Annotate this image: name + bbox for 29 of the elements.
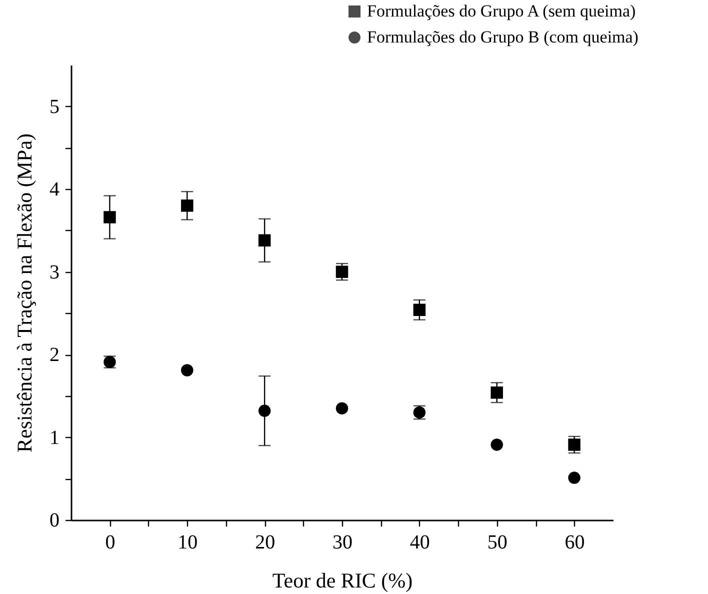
y-tick-label: 2 [50, 344, 60, 366]
point [490, 438, 503, 451]
x-axis-title: Teor de RIC (%) [272, 568, 413, 592]
legend-label: Formulações do Grupo B (com queima) [367, 28, 638, 46]
point [568, 438, 580, 451]
point [181, 200, 194, 212]
point [568, 472, 580, 484]
y-tick-label: 5 [50, 96, 60, 118]
point [104, 211, 116, 224]
y-axis-title: Resistência à Tração na Flexão (MPa) [12, 133, 36, 453]
point [336, 266, 348, 278]
legend-label: Formulações do Grupo A (sem queima) [367, 2, 636, 20]
point [258, 404, 271, 417]
x-tick-label: 10 [178, 532, 198, 554]
y-tick-label: 0 [50, 510, 60, 532]
x-tick-label: 60 [564, 532, 585, 554]
point [490, 386, 503, 399]
x-tick-label: 50 [487, 532, 508, 554]
y-tick-label: 1 [50, 426, 60, 449]
y-tick-label: 3 [50, 261, 60, 284]
y-tick-label: 4 [50, 178, 60, 201]
x-tick-label: 40 [410, 532, 430, 554]
x-tick-label: 30 [332, 532, 352, 554]
point [413, 304, 426, 316]
point [336, 402, 348, 414]
point [181, 364, 194, 376]
point [258, 234, 271, 247]
x-tick-label: 0 [105, 532, 116, 554]
x-tick-label: 20 [255, 532, 276, 554]
